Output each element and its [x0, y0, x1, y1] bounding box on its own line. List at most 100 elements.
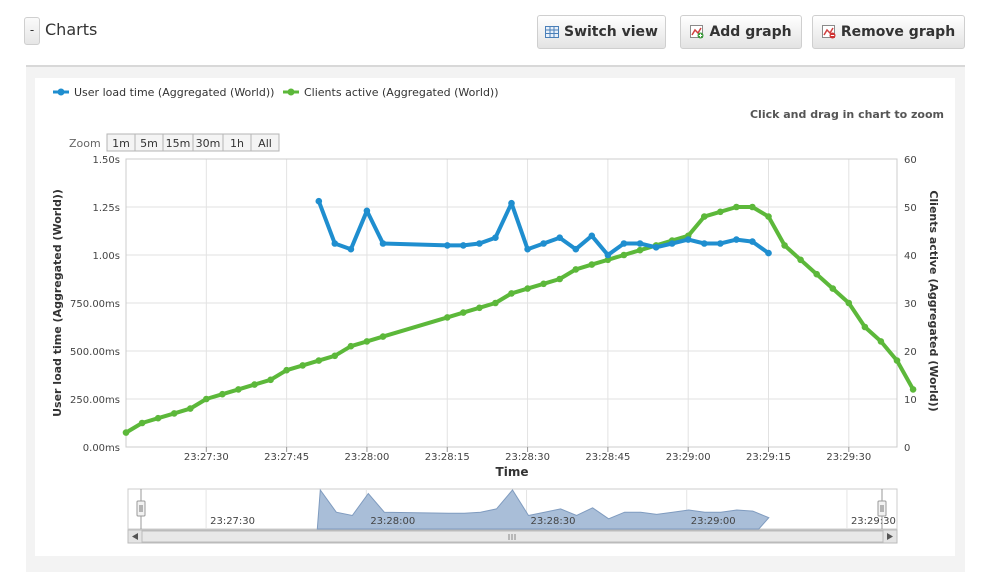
- data-point: [845, 299, 853, 307]
- x-tick-label: 23:28:00: [344, 452, 389, 463]
- data-point: [379, 333, 387, 340]
- add-graph-icon: [690, 25, 704, 39]
- switch-view-label: Switch view: [563, 24, 658, 40]
- navigator-tick-label: 23:28:30: [531, 516, 576, 527]
- data-point: [460, 242, 467, 249]
- legend-item-user-load-time[interactable]: User load time (Aggregated (World)): [53, 86, 274, 99]
- data-point: [556, 275, 563, 283]
- zoom-button-label: All: [258, 137, 272, 150]
- data-point: [765, 213, 772, 220]
- data-point: [476, 240, 483, 247]
- add-graph-label: Add graph: [709, 24, 792, 40]
- add-graph-button[interactable]: Add graph: [680, 15, 802, 49]
- x-tick-label: 23:28:45: [585, 452, 630, 463]
- data-point: [717, 240, 724, 247]
- y-right-tick-label: 20: [904, 347, 917, 358]
- y-right-tick-label: 50: [904, 203, 917, 214]
- data-point: [540, 240, 547, 247]
- data-point: [733, 236, 740, 243]
- y-right-tick-label: 10: [904, 395, 917, 406]
- navigator-tick-label: 23:28:00: [370, 516, 415, 527]
- zoom-button-label: 1m: [112, 137, 130, 150]
- zoom-button-label: 5m: [140, 137, 158, 150]
- data-point: [331, 352, 339, 360]
- remove-graph-button[interactable]: Remove graph: [812, 15, 965, 49]
- x-tick-label: 23:27:30: [184, 452, 229, 463]
- x-tick-label: 23:29:30: [826, 452, 871, 463]
- chevron-right-icon: [887, 533, 893, 540]
- charts-header: - Charts Switch view Add graph Remove gr…: [0, 0, 987, 66]
- data-point: [251, 381, 258, 388]
- data-point: [203, 395, 210, 403]
- data-point: [861, 323, 869, 331]
- navigator-handle-left[interactable]: [136, 489, 146, 529]
- data-point: [620, 240, 628, 247]
- zoom-label: Zoom: [69, 137, 101, 150]
- data-point: [733, 203, 740, 211]
- data-point: [267, 376, 274, 384]
- data-point: [797, 256, 804, 264]
- y-right-ticks: 0 10 20 30 40 50 60: [904, 155, 917, 454]
- data-point: [524, 245, 531, 253]
- x-tick-label: 23:28:30: [505, 452, 550, 463]
- grip-icon: [508, 534, 516, 540]
- data-point: [299, 362, 307, 369]
- y-left-tick-label: 1.25s: [93, 203, 120, 214]
- legend-label-user-load-time: User load time (Aggregated (World)): [74, 86, 274, 99]
- zoom-button-label: 15m: [166, 137, 191, 150]
- data-point: [347, 245, 355, 253]
- data-point: [829, 285, 837, 292]
- data-point: [524, 285, 531, 292]
- y-left-tick-label: 250.00ms: [70, 395, 120, 406]
- data-point: [909, 386, 917, 393]
- collapse-button[interactable]: -: [24, 17, 40, 45]
- data-point: [877, 338, 885, 345]
- legend[interactable]: User load time (Aggregated (World)) Clie…: [53, 86, 499, 99]
- navigator[interactable]: 23:27:30 23:28:00 23:28:30 23:29:00 23:29:30: [127, 488, 898, 530]
- data-point: [749, 238, 756, 245]
- data-point: [636, 246, 644, 254]
- x-ticks: 23:27:30 23:27:45 23:28:00 23:28:15 23:28:30…: [184, 447, 871, 463]
- x-axis-title: Time: [496, 465, 529, 479]
- navigator-tick-label: 23:29:30: [851, 516, 896, 527]
- zoom-buttons[interactable]: 1m 5m 15m 30m 1h All: [106, 133, 280, 152]
- y-right-tick-label: 0: [904, 443, 910, 454]
- data-point: [331, 240, 339, 247]
- data-point: [636, 240, 644, 247]
- data-point: [219, 390, 226, 398]
- data-point: [701, 213, 708, 220]
- data-point: [154, 414, 162, 422]
- data-point: [187, 405, 194, 412]
- navigator-scrollbar[interactable]: [127, 529, 898, 544]
- data-point: [363, 207, 371, 215]
- x-tick-label: 23:27:45: [264, 452, 309, 463]
- data-point: [315, 357, 323, 364]
- legend-marker-green: [287, 88, 295, 96]
- data-point: [138, 419, 146, 427]
- y-left-tick-label: 500.00ms: [70, 347, 120, 358]
- legend-item-clients-active[interactable]: Clients active (Aggregated (World)): [283, 86, 499, 99]
- plot-area[interactable]: [125, 158, 898, 448]
- data-point: [444, 242, 451, 249]
- data-point: [813, 270, 820, 278]
- data-point: [588, 232, 596, 240]
- switch-view-button[interactable]: Switch view: [537, 15, 666, 49]
- chevron-left-icon: [132, 533, 138, 540]
- data-point: [460, 309, 467, 316]
- data-point: [476, 304, 483, 312]
- zoom-button-All[interactable]: [250, 133, 280, 152]
- data-point: [620, 251, 628, 259]
- y-left-tick-label: 1.00s: [93, 251, 120, 262]
- data-point: [508, 290, 515, 297]
- y-left-ticks: 0.00ms 250.00ms 500.00ms 750.00ms 1.00s 1.25s…: [70, 155, 120, 454]
- navigator-handle-right[interactable]: [877, 489, 887, 529]
- y-left-tick-label: 750.00ms: [70, 299, 120, 310]
- data-point: [572, 245, 580, 253]
- legend-label-clients-active: Clients active (Aggregated (World)): [304, 86, 499, 99]
- data-point: [572, 266, 580, 273]
- data-point: [315, 197, 323, 205]
- series-layer: [122, 197, 917, 436]
- y-left-tick-label: 1.50s: [93, 155, 120, 166]
- data-point: [765, 249, 772, 257]
